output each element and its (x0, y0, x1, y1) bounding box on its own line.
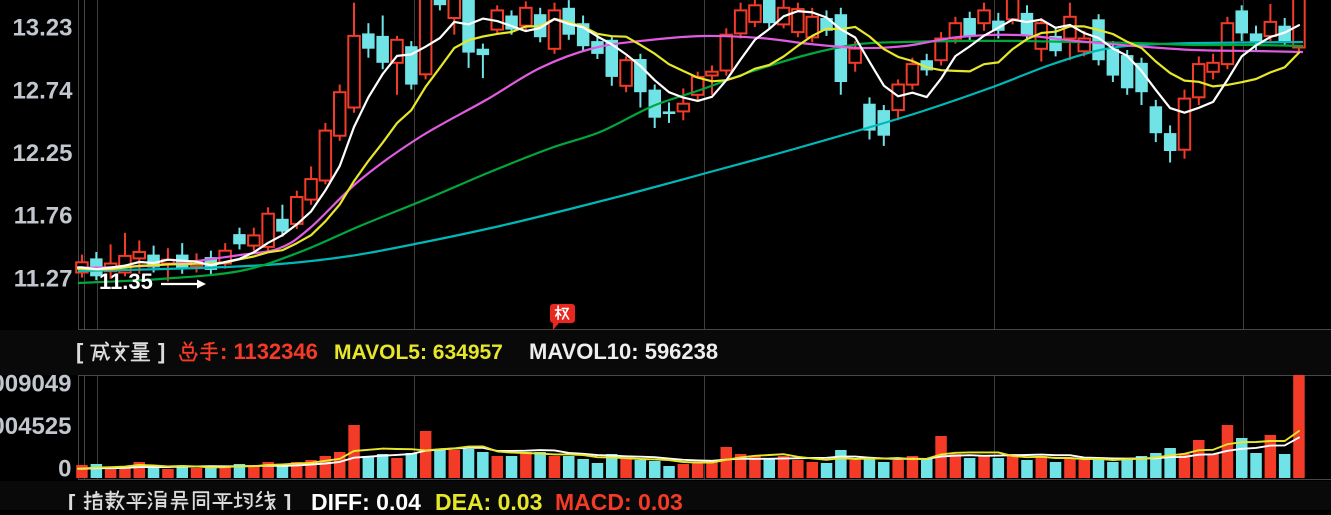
svg-text:11.27: 11.27 (14, 265, 73, 292)
svg-text:]: ] (158, 339, 165, 364)
svg-text:12.25: 12.25 (12, 140, 72, 167)
svg-text:0: 0 (58, 456, 71, 483)
svg-text:11.76: 11.76 (14, 203, 73, 230)
svg-text:]: ] (284, 490, 291, 510)
svg-text:DIFF: 0.04: DIFF: 0.04 (311, 489, 421, 510)
svg-text:[: [ (68, 490, 76, 510)
svg-text:[: [ (76, 339, 84, 364)
svg-text:12.74: 12.74 (12, 77, 73, 104)
svg-text:13.23: 13.23 (12, 15, 72, 42)
svg-text:: 1132346: : 1132346 (220, 339, 318, 364)
svg-text:MAVOL5: 634957: MAVOL5: 634957 (334, 341, 503, 364)
svg-text:MACD: 0.03: MACD: 0.03 (555, 489, 683, 510)
svg-text:MAVOL10: 596238: MAVOL10: 596238 (529, 339, 718, 364)
svg-text:11.35: 11.35 (99, 269, 153, 294)
svg-text:DEA: 0.03: DEA: 0.03 (435, 489, 542, 510)
svg-text:004525: 004525 (0, 413, 72, 440)
svg-text:009049: 009049 (0, 371, 72, 398)
